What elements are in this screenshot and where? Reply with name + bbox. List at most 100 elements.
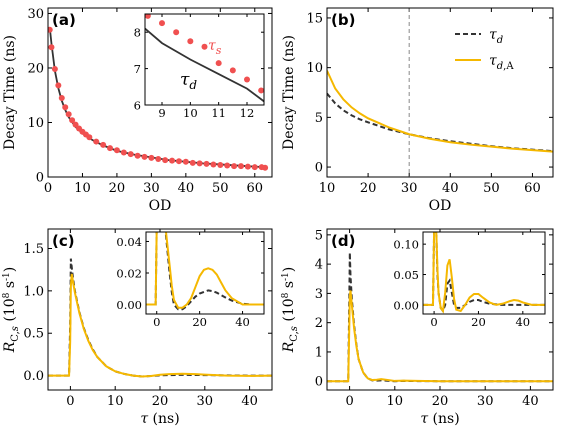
data-point-τs bbox=[58, 94, 65, 101]
legend-label-tau-d: τd bbox=[489, 27, 503, 46]
axes-frame bbox=[47, 228, 273, 391]
data-point-τs bbox=[169, 157, 176, 164]
inset-label-tau-d: τd bbox=[180, 70, 197, 92]
x-tick-label: 10 bbox=[387, 394, 404, 409]
data-point-τs bbox=[155, 156, 162, 163]
x-axis-label: OD bbox=[429, 198, 452, 214]
y-tick-label: 0.00 bbox=[116, 298, 142, 312]
x-tick-label: 0 bbox=[430, 315, 437, 329]
y-tick-label: 8 bbox=[134, 26, 141, 40]
axes-frame bbox=[326, 228, 554, 391]
panel-b: 10 20 30 40 50 60 0 5 10 15 (b) OD Decay Time (ns) τd… bbox=[281, 7, 554, 214]
x-tick-label: 10 bbox=[183, 106, 198, 120]
data-point-τs bbox=[69, 117, 76, 124]
x-tick-label: 0 bbox=[44, 181, 52, 196]
inset-frame bbox=[422, 231, 546, 315]
inset-d: 0 20 40 0.00 0.05 0.10 bbox=[393, 231, 546, 329]
y-axis-label: Decay Time (ns) bbox=[281, 35, 297, 150]
data-point-τs bbox=[48, 26, 53, 33]
y-axis-label: RC,s (108 s-1) bbox=[2, 267, 21, 354]
inset-label-tau-s: τs bbox=[208, 38, 222, 57]
y-tick-label: 3 bbox=[315, 287, 323, 302]
y-tick-label: 30 bbox=[27, 7, 44, 22]
x-axis-label: τ (ns) bbox=[140, 411, 179, 427]
data-point-τs bbox=[141, 153, 148, 160]
y-axis-label: Decay Time (ns) bbox=[2, 35, 18, 150]
panel-label: (a) bbox=[52, 11, 76, 29]
y-tick-label: 0 bbox=[315, 375, 323, 390]
x-tick-label: 40 bbox=[178, 181, 195, 196]
data-point-τs bbox=[148, 154, 155, 161]
axes-frame bbox=[326, 7, 554, 178]
y-tick-label: 7 bbox=[134, 62, 141, 76]
series-line-dashed bbox=[48, 258, 272, 378]
data-point-τs bbox=[72, 121, 79, 128]
x-tick-label: 40 bbox=[235, 315, 250, 329]
data-point-τs bbox=[215, 60, 222, 67]
data-point-τs bbox=[65, 111, 72, 118]
data-point-τs bbox=[93, 138, 100, 145]
y-tick-label: 15 bbox=[306, 11, 323, 26]
data-point-τs bbox=[107, 145, 114, 152]
y-tick-label: 5 bbox=[315, 111, 323, 126]
y-tick-label: 20 bbox=[27, 61, 44, 76]
axes-frame bbox=[47, 7, 273, 178]
inset-c: 0 20 40 0.00 0.02 0.04 bbox=[116, 231, 265, 329]
y-tick-label: 10 bbox=[27, 116, 44, 131]
panel-label: (d) bbox=[331, 232, 355, 250]
panel-c: 0 10 20 30 40 0.0 0.5 1.0 1.5 (c) τ (ns) RC,s (108 … bbox=[2, 228, 273, 427]
y-tick-label: 0.0 bbox=[23, 369, 44, 384]
data-point-τs bbox=[237, 163, 244, 170]
data-point-τs bbox=[203, 160, 210, 167]
data-point-τs bbox=[173, 29, 180, 36]
data-point-τs bbox=[244, 76, 250, 83]
panel-label: (c) bbox=[52, 232, 75, 250]
data-point-τs bbox=[134, 152, 141, 159]
y-tick-label: 6 bbox=[134, 99, 141, 113]
x-tick-label: 30 bbox=[197, 394, 214, 409]
data-point-τs bbox=[120, 149, 127, 156]
y-tick-label: 4 bbox=[315, 258, 323, 273]
x-tick-label: 40 bbox=[515, 315, 530, 329]
legend-label-tau-dA: τd,A bbox=[489, 53, 514, 72]
data-point-τs bbox=[145, 14, 151, 19]
data-point-τs bbox=[229, 67, 236, 74]
data-point-τs bbox=[175, 158, 182, 165]
x-tick-label: 0 bbox=[345, 394, 353, 409]
y-tick-label: 0.02 bbox=[116, 267, 142, 281]
y-tick-label: 0.05 bbox=[393, 268, 419, 282]
data-point-τs bbox=[127, 151, 134, 158]
y-tick-label: 0 bbox=[36, 171, 44, 186]
x-tick-label: 0 bbox=[66, 394, 74, 409]
data-point-τs bbox=[258, 87, 264, 94]
data-point-τs bbox=[196, 160, 203, 167]
data-point-τs bbox=[100, 141, 107, 148]
data-point-τs bbox=[187, 38, 194, 45]
series-line-τd bbox=[327, 92, 553, 153]
data-point-τs bbox=[231, 163, 238, 170]
x-tick-label: 60 bbox=[524, 181, 541, 196]
data-point-τs bbox=[262, 164, 269, 171]
panel-label: (b) bbox=[331, 11, 355, 29]
y-tick-label: 0.5 bbox=[23, 327, 44, 342]
data-point-τs bbox=[48, 44, 55, 51]
series-line-solid bbox=[423, 232, 545, 314]
data-point-τs bbox=[182, 158, 189, 165]
data-point-τs bbox=[62, 104, 69, 111]
data-point-τs bbox=[210, 161, 217, 168]
y-tick-label: 0.10 bbox=[393, 238, 419, 252]
x-tick-label: 0 bbox=[153, 315, 160, 329]
data-point-τs bbox=[162, 157, 169, 164]
x-tick-label: 30 bbox=[401, 181, 418, 196]
x-tick-label: 20 bbox=[471, 315, 486, 329]
x-tick-label: 10 bbox=[74, 181, 91, 196]
series-line-τd,A bbox=[327, 70, 553, 153]
data-point-τs bbox=[51, 66, 58, 73]
panel-d: 0 10 20 30 40 0 1 2 3 4 5 (d) τ (ns) RC,s (108 s-1) 0 2… bbox=[281, 228, 554, 427]
x-tick-label: 20 bbox=[152, 394, 169, 409]
series-line-τd bbox=[145, 27, 264, 103]
x-tick-label: 20 bbox=[360, 181, 377, 196]
x-tick-label: 9 bbox=[158, 106, 165, 120]
x-tick-label: 30 bbox=[477, 394, 494, 409]
